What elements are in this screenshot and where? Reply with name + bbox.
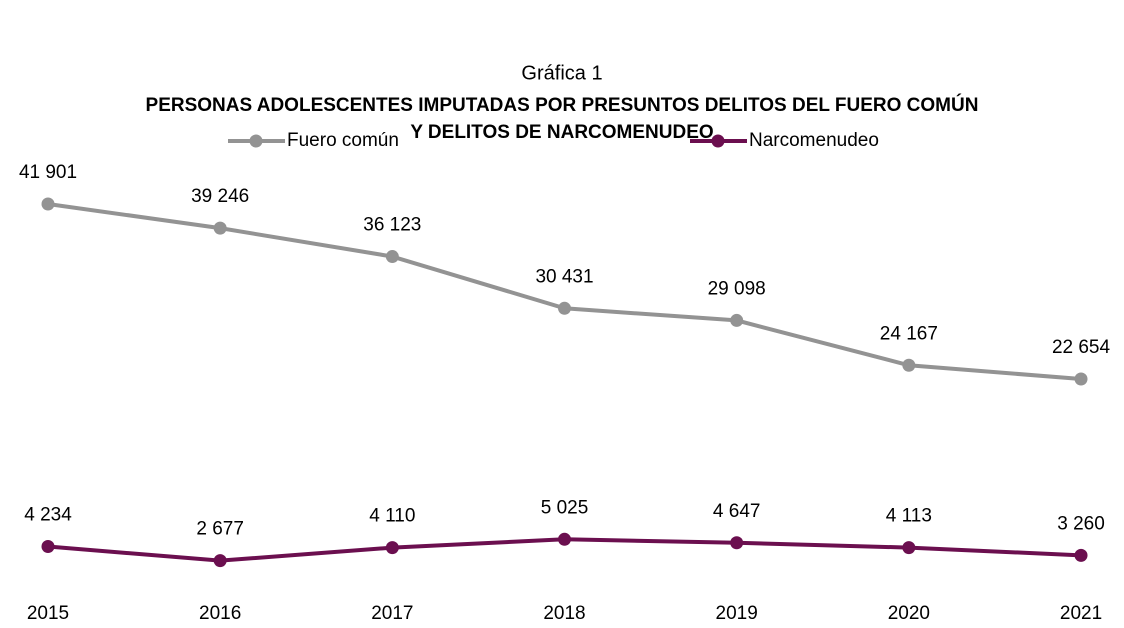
data-label: 4 110 bbox=[369, 506, 415, 527]
data-label: 4 113 bbox=[886, 506, 932, 527]
data-label: 39 246 bbox=[191, 186, 249, 207]
data-point bbox=[902, 541, 916, 555]
data-point bbox=[1074, 372, 1088, 386]
legend-label: Fuero común bbox=[287, 130, 399, 151]
data-point bbox=[730, 313, 744, 327]
data-point bbox=[213, 221, 227, 235]
data-point bbox=[1074, 548, 1088, 562]
data-label: 2 677 bbox=[196, 519, 244, 540]
data-point bbox=[902, 358, 916, 372]
data-label: 4 234 bbox=[24, 505, 72, 526]
x-tick-label: 2018 bbox=[543, 603, 585, 624]
chart-title: Y DELITOS DE NARCOMENUDEO bbox=[410, 122, 713, 143]
data-label: 30 431 bbox=[535, 266, 593, 287]
data-point bbox=[385, 541, 399, 555]
chart-title: PERSONAS ADOLESCENTES IMPUTADAS POR PRES… bbox=[146, 94, 979, 116]
x-tick-label: 2019 bbox=[716, 603, 758, 624]
data-point bbox=[213, 554, 227, 568]
data-label: 29 098 bbox=[708, 278, 766, 299]
x-tick-label: 2016 bbox=[199, 603, 241, 624]
data-label: 41 901 bbox=[19, 162, 77, 183]
data-label: 36 123 bbox=[363, 215, 421, 236]
data-point bbox=[558, 532, 572, 546]
legend-label: Narcomenudeo bbox=[749, 130, 879, 151]
data-label: 5 025 bbox=[541, 497, 589, 518]
x-tick-label: 2015 bbox=[27, 603, 69, 624]
series-line bbox=[47, 202, 1082, 382]
x-tick-label: 2020 bbox=[888, 603, 930, 624]
data-point bbox=[730, 536, 744, 550]
legend-marker bbox=[249, 134, 263, 148]
data-label: 4 647 bbox=[713, 501, 761, 522]
chart-subtitle: Gráfica 1 bbox=[521, 62, 602, 84]
data-point bbox=[385, 250, 399, 264]
data-point bbox=[41, 197, 55, 211]
x-tick-label: 2017 bbox=[371, 603, 413, 624]
data-point bbox=[558, 301, 572, 315]
data-label: 3 260 bbox=[1057, 513, 1105, 534]
legend-marker bbox=[711, 134, 725, 148]
data-point bbox=[41, 540, 55, 554]
data-label: 22 654 bbox=[1052, 337, 1111, 358]
x-tick-label: 2021 bbox=[1060, 603, 1102, 624]
data-label: 24 167 bbox=[880, 323, 938, 344]
